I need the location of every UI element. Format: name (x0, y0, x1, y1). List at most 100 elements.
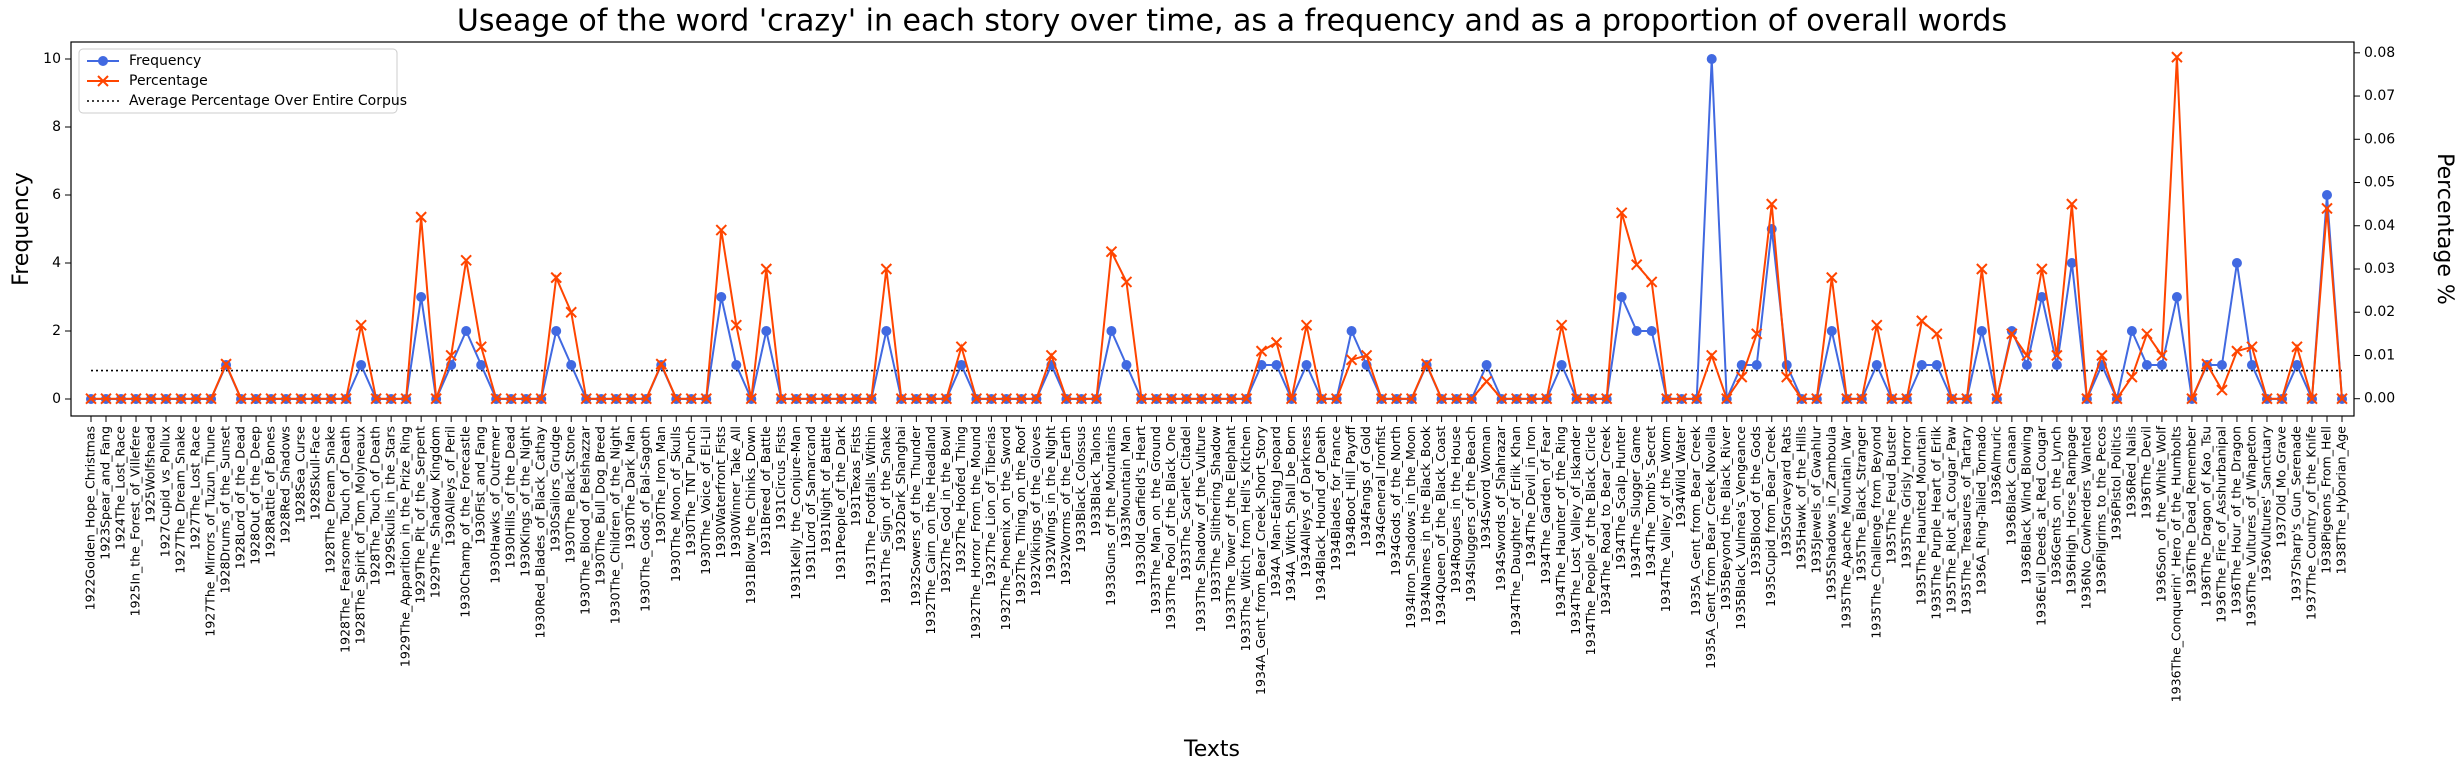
point-marker (505, 392, 517, 405)
x-tick-label: 1935The_Feud_Buster (1883, 425, 1898, 564)
x-tick-label: 1923Spear_and_Fang (98, 426, 113, 560)
point-marker (1090, 392, 1103, 405)
point-marker (1676, 392, 1688, 405)
x-tick-label: 1929The_Shadow_Kingdom (428, 426, 443, 598)
x-tick-label: 1930Winner_Take_All (728, 426, 743, 558)
x-tick-label: 1936The_Dead_Remember (2183, 425, 2198, 595)
point-marker (2171, 292, 2182, 302)
point-marker (1630, 258, 1643, 271)
point-marker (145, 392, 157, 405)
point-marker (1886, 392, 1898, 405)
point-marker (2156, 349, 2168, 362)
x-tick-label: 1924The_Lost_Race (113, 426, 128, 550)
point-marker (881, 326, 892, 336)
x-tick-label: 1936Pilgrims_to_the_Pecos (2093, 426, 2108, 595)
point-marker (1706, 54, 1717, 64)
x-tick-label: 1936High_Horse_Rampage (2063, 426, 2078, 595)
point-marker (1060, 392, 1073, 405)
point-marker (1180, 392, 1193, 405)
point-marker (1255, 345, 1268, 357)
point-marker (1556, 360, 1567, 370)
x-axis-label: Texts (1183, 737, 1240, 762)
x-tick-label: 1927The_Lost_Race (188, 426, 203, 550)
x-tick-label: 1932The_Thing_on_the_Roof (1013, 425, 1028, 604)
x-tick-label: 1931The_Sign_of_the_Snake (878, 426, 893, 604)
x-tick-label: 1934Iron_Shadows_in_the_Moon (1403, 426, 1418, 629)
y-axis-label: Frequency (9, 172, 34, 286)
point-marker (460, 254, 472, 267)
x-tick-label: 1934Black_Hound_of_Death (1313, 426, 1328, 601)
point-marker (356, 360, 367, 370)
point-marker (340, 392, 352, 405)
point-marker (476, 360, 487, 370)
x-tick-label: 1934Wild_Water (1673, 425, 1688, 528)
point-marker (1285, 392, 1298, 405)
point-marker (1751, 328, 1763, 340)
point-marker (910, 392, 923, 405)
x-tick-label: 1934Blades_for_France (1328, 426, 1343, 571)
x-tick-label: 1934Fangs_of_Gold (1358, 426, 1373, 547)
x-tick-label: 1934Sword_Woman (1478, 426, 1493, 550)
y-tick-label: 2 (52, 323, 61, 339)
point-marker (370, 392, 382, 405)
point-marker (490, 392, 502, 405)
point-marker (2246, 360, 2257, 370)
point-marker (1360, 349, 1373, 362)
point-marker (2276, 392, 2288, 405)
point-marker (640, 392, 652, 405)
chart-title: Useage of the word 'crazy' in each story… (457, 4, 2007, 39)
point-marker (2321, 202, 2333, 215)
x-tick-label: 1930The_Gods_of_Bal-Sagoth (638, 426, 653, 612)
x-tick-label: 1934The_Road_to_Bear_Creek (1598, 425, 1613, 615)
x-tick-label: 1930Champ_of_the_Forecastle (458, 426, 473, 618)
point-marker (2246, 341, 2258, 353)
x-tick-label: 1931Blow_the_Chinks_Down (743, 426, 758, 604)
y-tick-label: 0 (52, 391, 61, 407)
x-tick-label: 1933Guns_of_the_Mountains (1103, 426, 1118, 606)
point-marker (551, 326, 562, 336)
point-marker (1390, 392, 1403, 405)
x-tick-label: 1925In_the_Forest_of_Villefere (128, 426, 143, 617)
point-marker (880, 263, 893, 275)
x-tick-label: 1934Swords_of_Shahrazar (1493, 425, 1508, 591)
point-marker (940, 392, 953, 405)
point-marker (2021, 360, 2032, 370)
x-tick-label: 1936Black_Wind_Blowing (2018, 426, 2033, 585)
point-marker (2006, 326, 2017, 336)
point-marker (550, 271, 562, 284)
x-tick-label: 1935The_Haunted_Mountain (1913, 426, 1928, 605)
point-marker (100, 392, 112, 405)
x-tick-label: 1934The_People_of_the_Black_Circle (1583, 426, 1598, 656)
x-tick-label: 1938Pigeons_From_Hell (2318, 426, 2333, 574)
x-tick-label: 1936Pistol_Politics (2108, 426, 2123, 541)
point-marker (2051, 349, 2063, 362)
point-marker (1736, 371, 1748, 383)
x-tick-label: 1928The_Touch_of_Death (368, 426, 383, 586)
y2-tick-label: 0.02 (2364, 304, 2395, 320)
y-tick-label: 8 (52, 119, 61, 135)
plot-frame (70, 41, 2355, 417)
point-marker (595, 392, 607, 405)
x-tick-label: 1930The_Voice_of_El-Lil (698, 426, 713, 575)
point-marker (430, 392, 442, 405)
x-tick-label: 1936Black_Canaan (2003, 426, 2018, 545)
x-tick-label: 1935A_Gent_from_Bear_Creek (1688, 425, 1703, 616)
legend-label: Percentage (129, 73, 208, 89)
point-marker (2216, 360, 2227, 370)
x-tick-label: 1932The_Hoofed_Thing (953, 426, 968, 573)
point-marker (461, 326, 472, 336)
point-marker (1300, 319, 1313, 331)
point-marker (1105, 245, 1118, 258)
y2-tick-label: 0.01 (2364, 347, 2395, 363)
y2-tick-label: 0.08 (2364, 45, 2395, 61)
point-marker (2096, 349, 2108, 362)
point-marker (566, 360, 577, 370)
x-tick-label: 1935The_Black_Stranger (1853, 425, 1868, 582)
y2-axis-label: Percentage % (2432, 153, 2457, 305)
x-tick-label: 1933Black_Colossus (1073, 426, 1088, 553)
x-tick-label: 1934Alleys_of_Darkness (1298, 426, 1313, 578)
y-tick-label: 6 (52, 187, 61, 203)
point-marker (1435, 392, 1448, 405)
point-marker (1540, 392, 1553, 405)
x-tick-label: 1934Names_in_the_Black_Book (1418, 425, 1433, 623)
